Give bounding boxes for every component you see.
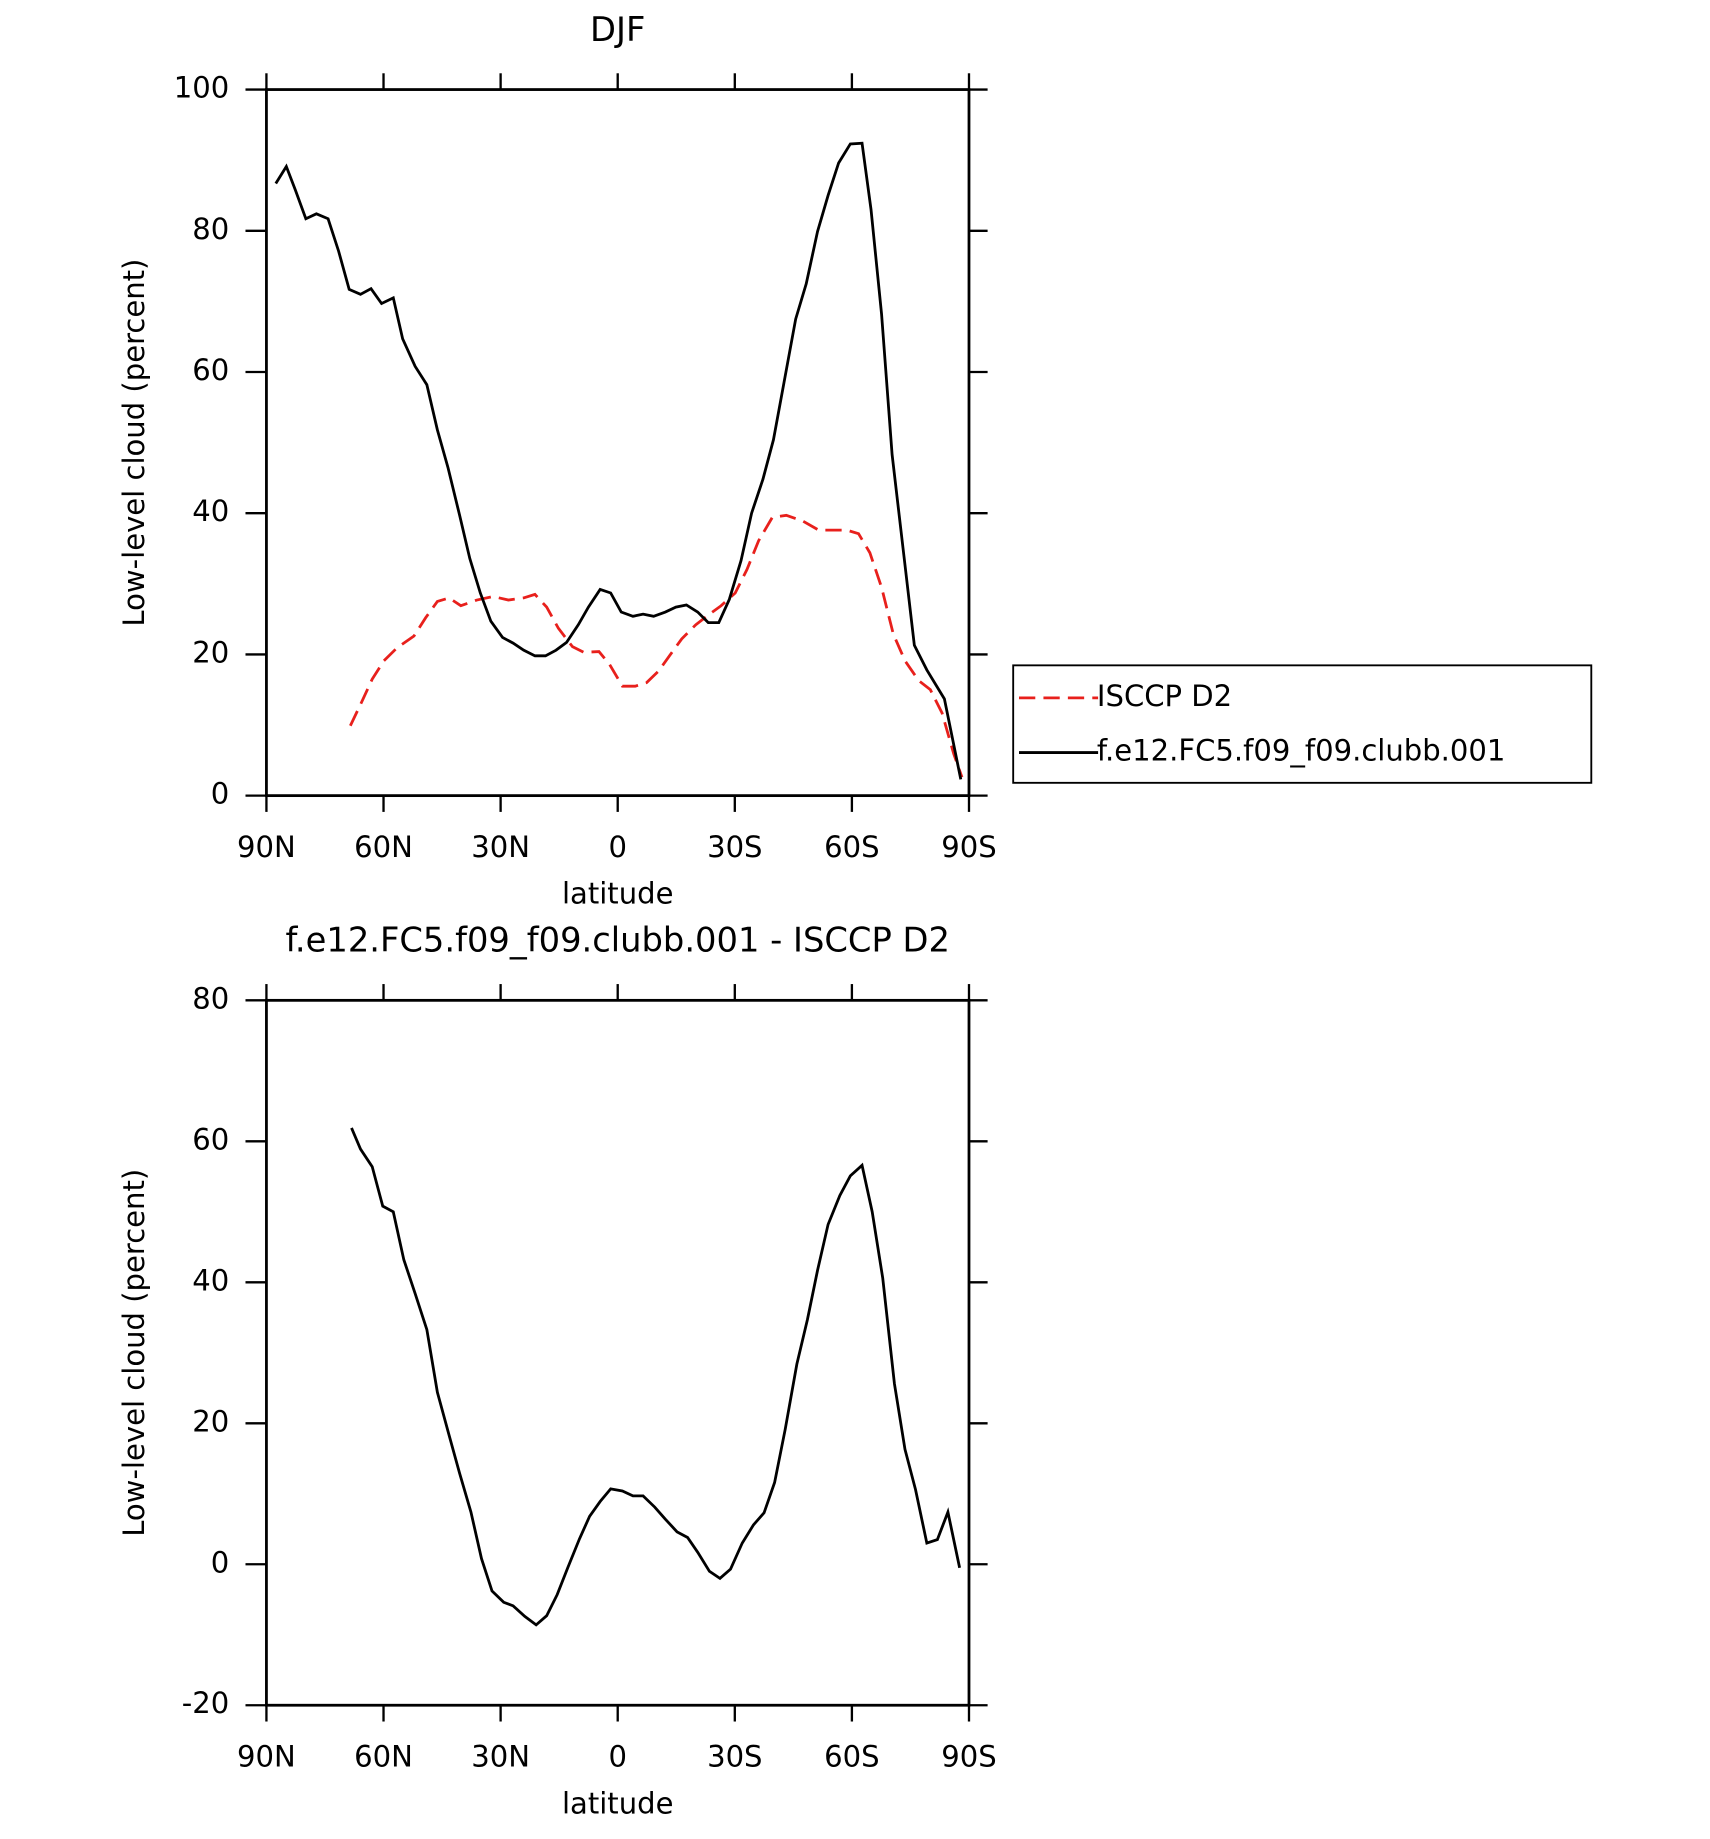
y-tick-label: 0 bbox=[211, 777, 230, 811]
y-tick-label: 80 bbox=[192, 981, 229, 1015]
y-axis-label: Low-level cloud (percent) bbox=[117, 259, 151, 627]
y-tick-label: 20 bbox=[192, 1404, 229, 1438]
legend-label: ISCCP D2 bbox=[1097, 679, 1232, 713]
x-tick-label: 30N bbox=[471, 1740, 530, 1774]
x-tick-label: 90N bbox=[237, 830, 296, 864]
y-tick-label: 0 bbox=[211, 1545, 230, 1579]
x-tick-label: 0 bbox=[608, 830, 626, 864]
x-tick-label: 60S bbox=[824, 830, 879, 864]
y-tick-label: -20 bbox=[182, 1686, 229, 1720]
x-tick-label: 60N bbox=[354, 1740, 413, 1774]
x-tick-label: 90N bbox=[237, 1740, 296, 1774]
y-tick-label: 60 bbox=[192, 353, 229, 387]
x-tick-label: 30N bbox=[471, 830, 530, 864]
plot-frame bbox=[265, 88, 971, 798]
y-tick-label: 40 bbox=[192, 1263, 229, 1297]
chart-title: DJF bbox=[590, 10, 645, 49]
legend-label: f.e12.FC5.f09_f09.clubb.001 bbox=[1097, 734, 1505, 768]
y-tick-label: 20 bbox=[192, 635, 229, 669]
x-tick-label: 90S bbox=[941, 830, 996, 864]
x-tick-label: 60N bbox=[354, 830, 413, 864]
legend-box bbox=[1012, 664, 1593, 784]
x-axis-label: latitude bbox=[562, 877, 674, 911]
x-tick-label: 60S bbox=[824, 1740, 879, 1774]
x-tick-label: 90S bbox=[941, 1740, 996, 1774]
x-tick-label: 30S bbox=[707, 830, 762, 864]
x-tick-label: 30S bbox=[707, 1740, 762, 1774]
plot-frame bbox=[265, 998, 971, 1707]
y-axis-label: Low-level cloud (percent) bbox=[117, 1169, 151, 1537]
y-tick-label: 60 bbox=[192, 1122, 229, 1156]
chart-title: f.e12.FC5.f09_f09.clubb.001 - ISCCP D2 bbox=[285, 921, 949, 960]
y-tick-label: 100 bbox=[174, 71, 229, 105]
y-tick-label: 80 bbox=[192, 212, 229, 246]
data-line bbox=[349, 513, 964, 778]
data-line bbox=[274, 141, 963, 780]
data-line bbox=[350, 1127, 961, 1627]
x-tick-label: 0 bbox=[608, 1740, 626, 1774]
y-tick-label: 40 bbox=[192, 494, 229, 528]
x-axis-label: latitude bbox=[562, 1786, 674, 1820]
